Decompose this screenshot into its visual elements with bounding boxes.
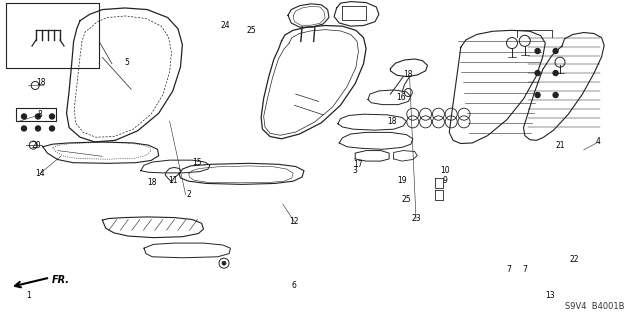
Text: 14: 14 xyxy=(35,169,45,178)
Text: 19: 19 xyxy=(397,176,407,185)
Circle shape xyxy=(535,93,540,98)
Text: 23: 23 xyxy=(411,214,421,223)
Circle shape xyxy=(553,48,558,54)
Text: 17: 17 xyxy=(353,160,364,169)
Circle shape xyxy=(22,114,26,119)
Text: 7: 7 xyxy=(506,265,511,274)
Text: 6: 6 xyxy=(292,281,297,290)
Text: 15: 15 xyxy=(192,158,202,167)
Text: 7: 7 xyxy=(522,265,527,274)
Bar xyxy=(16,108,56,121)
Circle shape xyxy=(535,70,540,76)
Text: 5: 5 xyxy=(124,58,129,67)
Circle shape xyxy=(22,126,26,131)
Circle shape xyxy=(35,126,40,131)
Text: 8: 8 xyxy=(37,110,42,119)
Text: 1: 1 xyxy=(26,291,31,300)
Text: 10: 10 xyxy=(440,166,450,175)
Text: 4: 4 xyxy=(596,137,601,146)
Circle shape xyxy=(553,70,558,76)
Text: S9V4  B4001B: S9V4 B4001B xyxy=(566,302,625,311)
Text: 11: 11 xyxy=(168,176,177,185)
Text: 22: 22 xyxy=(570,256,579,264)
Text: 24: 24 xyxy=(220,21,230,30)
Circle shape xyxy=(222,261,226,265)
Text: 25: 25 xyxy=(401,195,412,204)
Text: 2: 2 xyxy=(186,190,191,199)
Text: 20: 20 xyxy=(31,141,42,150)
Circle shape xyxy=(49,114,54,119)
Text: 12: 12 xyxy=(290,217,299,226)
Text: 21: 21 xyxy=(556,141,564,150)
Text: 18: 18 xyxy=(404,70,413,79)
Circle shape xyxy=(35,114,40,119)
Circle shape xyxy=(535,48,540,54)
Text: 18: 18 xyxy=(387,117,396,126)
Text: 25: 25 xyxy=(246,26,256,35)
Circle shape xyxy=(49,126,54,131)
Text: 18: 18 xyxy=(36,78,45,87)
Text: 16: 16 xyxy=(396,93,406,102)
Text: 3: 3 xyxy=(353,166,358,175)
Text: 18: 18 xyxy=(148,178,157,187)
Text: 9: 9 xyxy=(442,176,447,185)
Circle shape xyxy=(553,93,558,98)
Text: FR.: FR. xyxy=(52,275,70,285)
Text: 13: 13 xyxy=(545,291,556,300)
